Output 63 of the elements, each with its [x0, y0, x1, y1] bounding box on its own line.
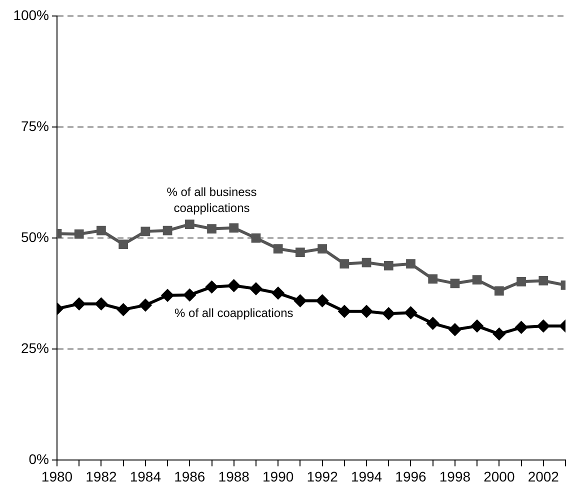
point	[448, 324, 461, 336]
x-tick-label: 1986	[174, 468, 206, 484]
point	[471, 320, 484, 332]
x-tick-label: 1994	[350, 468, 382, 484]
point	[384, 260, 394, 270]
series-label: % of all coapplications	[174, 306, 294, 320]
point	[96, 226, 106, 236]
point	[338, 305, 350, 318]
point	[73, 298, 86, 310]
point	[117, 304, 130, 316]
point	[316, 294, 328, 307]
point	[318, 244, 327, 254]
y-tick-label: 75%	[20, 118, 49, 134]
point	[206, 280, 218, 293]
x-tick-label: 1984	[130, 468, 162, 484]
point	[296, 248, 305, 257]
point	[273, 244, 283, 254]
point	[139, 299, 152, 312]
point	[207, 224, 216, 234]
point	[362, 258, 372, 268]
point	[294, 294, 306, 307]
y-tick-label: 25%	[20, 340, 49, 356]
point	[184, 288, 196, 301]
point	[426, 317, 439, 330]
point	[537, 320, 550, 332]
point	[428, 274, 438, 284]
x-tick-label: 1996	[395, 468, 427, 484]
x-tick-label: 2000	[484, 468, 515, 484]
point	[494, 286, 504, 296]
x-tick-label: 2002	[528, 468, 560, 484]
point	[140, 226, 150, 236]
y-tick-label: 50%	[20, 228, 49, 245]
point	[250, 282, 262, 295]
x-tick-label: 1980	[41, 468, 73, 484]
series-label: % of all business coapplications	[166, 185, 257, 216]
point	[406, 259, 416, 269]
x-tick-label: 1982	[86, 468, 117, 484]
point	[340, 259, 350, 269]
x-tick-label: 1992	[306, 468, 338, 484]
point	[74, 229, 84, 239]
point	[229, 223, 239, 233]
point	[515, 321, 528, 334]
point	[118, 240, 128, 249]
y-tick-label: 0%	[28, 451, 49, 468]
point	[382, 308, 395, 320]
point	[360, 305, 373, 318]
point	[228, 280, 240, 292]
point	[162, 226, 172, 236]
point	[493, 328, 506, 340]
x-tick-label: 1990	[262, 468, 294, 484]
point	[404, 306, 417, 319]
y-tick-label: 100%	[13, 6, 49, 23]
point	[272, 287, 284, 300]
point	[251, 233, 261, 243]
point	[184, 220, 194, 230]
point	[538, 276, 548, 286]
point	[472, 275, 482, 285]
point	[450, 278, 460, 288]
x-tick-label: 1988	[218, 468, 250, 484]
x-tick-label: 1998	[439, 468, 471, 484]
point	[516, 276, 526, 286]
point	[162, 289, 174, 302]
point	[95, 298, 108, 310]
